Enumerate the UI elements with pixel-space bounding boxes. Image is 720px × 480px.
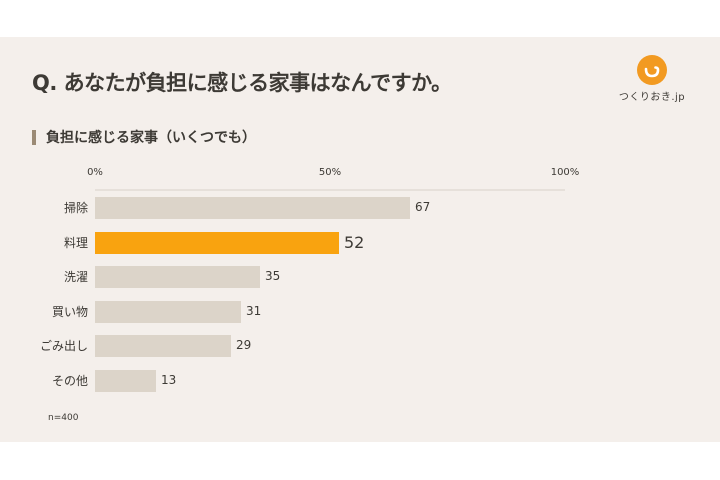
bar — [95, 197, 410, 219]
brand-logo[interactable]: つくりおき.jp — [612, 55, 692, 103]
logo-text: つくりおき.jp — [618, 92, 686, 103]
bar-value: 67 — [415, 200, 431, 214]
subtitle-marker — [32, 129, 36, 145]
sample-size-note: n=400 — [48, 413, 79, 423]
bar — [95, 370, 156, 392]
chart-row: 料理 52 — [0, 232, 720, 254]
bar-value: 31 — [246, 304, 262, 318]
category-label: 料理 — [63, 236, 88, 250]
chart-row: 洗濯 35 — [0, 266, 720, 288]
bar — [95, 335, 231, 357]
page-title: Q. あなたが負担に感じる家事はなんですか。 — [32, 71, 452, 95]
x-tick-0: 0% — [87, 167, 103, 178]
category-label: 買い物 — [51, 305, 88, 319]
category-label: その他 — [51, 374, 88, 388]
chart-subtitle-text: 負担に感じる家事（いくつでも） — [46, 130, 256, 146]
chart-row: ごみ出し 29 — [0, 335, 720, 357]
chart-row: 買い物 31 — [0, 301, 720, 323]
chart-subtitle: 負担に感じる家事（いくつでも） — [32, 127, 256, 147]
chart-row: その他 13 — [0, 370, 720, 392]
bar-value: 52 — [344, 233, 365, 252]
bar — [95, 301, 241, 323]
bar-value: 13 — [161, 373, 177, 387]
bar — [95, 232, 339, 254]
x-tick-100: 100% — [550, 167, 580, 178]
survey-panel: Q. あなたが負担に感じる家事はなんですか。 つくりおき.jp 負担に感じる家事… — [0, 37, 720, 442]
bar-value: 29 — [236, 338, 252, 352]
category-label: ごみ出し — [39, 339, 88, 353]
bar-value: 35 — [265, 269, 281, 283]
x-axis-line — [95, 189, 565, 191]
chart-row: 掃除 67 — [0, 197, 720, 219]
category-label: 掃除 — [63, 201, 88, 215]
x-tick-50: 50% — [318, 167, 342, 178]
bar — [95, 266, 260, 288]
bar-chart: 0% 50% 100% 掃除 67 料理 52 洗濯 35 買い物 31 ごみ出… — [0, 37, 720, 442]
category-label: 洗濯 — [63, 270, 88, 284]
smile-logo-icon — [637, 55, 667, 85]
